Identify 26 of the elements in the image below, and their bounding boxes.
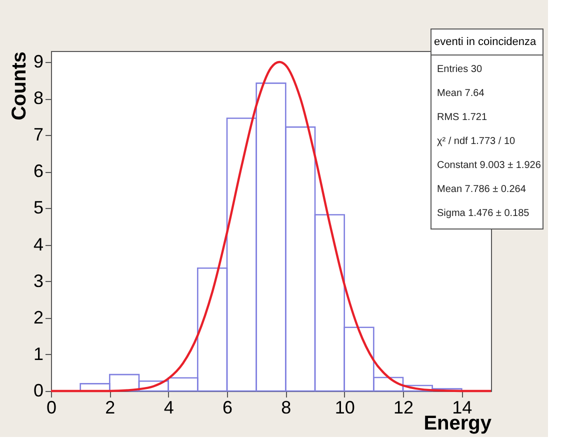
x-tick-label: 2 [105, 398, 116, 418]
y-tick-label: 6 [33, 161, 44, 182]
chart-title: eventi in coincidenza [434, 36, 538, 48]
y-tick-label: 7 [33, 124, 44, 145]
annotation: Mean 7.786 ± 0.264 [437, 184, 526, 195]
x-tick-label: 4 [164, 398, 174, 418]
y-tick-label: 5 [33, 198, 44, 218]
y-tick-label: 4 [33, 234, 44, 254]
x-tick-label: 12 [393, 398, 414, 418]
annotation: χ² / ndf 1.773 / 10 [437, 136, 516, 147]
y-tick-label: 2 [33, 307, 44, 328]
x-tick-label: 8 [281, 398, 292, 418]
annotation: Constant 9.003 ± 1.926 [437, 160, 542, 171]
x-tick-label: 0 [46, 398, 57, 418]
y-axis-title: Counts [8, 52, 30, 120]
y-tick-label: 0 [33, 380, 44, 400]
annotation: Mean 7.64 [437, 88, 485, 99]
y-tick-label: 8 [33, 88, 44, 108]
x-tick-label: 10 [334, 398, 355, 418]
annotation: Entries 30 [437, 64, 482, 75]
annotation: RMS 1.721 [437, 112, 488, 123]
y-tick-label: 9 [33, 51, 44, 72]
y-tick-label: 1 [33, 344, 44, 364]
y-tick-label: 3 [33, 270, 44, 291]
x-tick-label: 6 [222, 398, 233, 418]
annotation: Sigma 1.476 ± 0.185 [437, 208, 530, 219]
